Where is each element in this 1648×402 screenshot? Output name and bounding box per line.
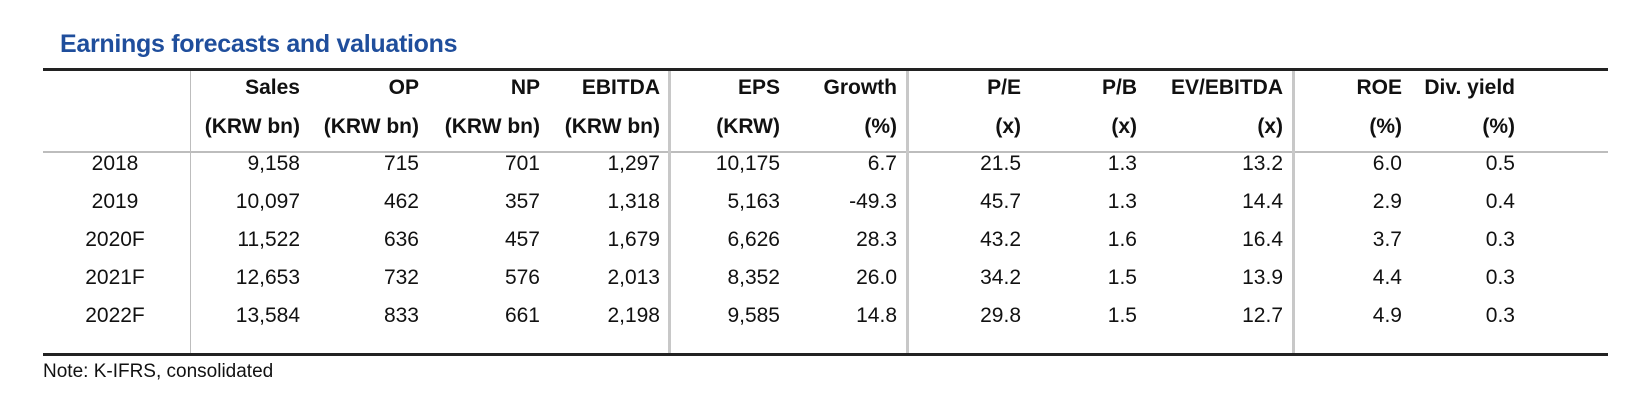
column-header: P/B: [1101, 76, 1137, 99]
table-cell: 576: [504, 266, 540, 289]
table-title: Earnings forecasts and valuations: [60, 30, 458, 58]
table-cell: 10,097: [235, 190, 300, 213]
table-cell: 457: [504, 228, 540, 251]
table-cell: 10,175: [715, 152, 780, 175]
row-year: 2018: [91, 152, 139, 175]
table-cell: 6.7: [867, 152, 897, 175]
table-cell: 636: [383, 228, 419, 251]
table-cell: 16.4: [1242, 228, 1283, 251]
table-cell: 4.4: [1372, 266, 1402, 289]
table-cell: 0.4: [1485, 190, 1515, 213]
table-cell: 4.9: [1372, 304, 1402, 327]
top-rule: [43, 68, 1608, 71]
table-cell: 6,626: [727, 228, 780, 251]
table-cell: 1.3: [1107, 190, 1137, 213]
column-header: Sales: [245, 76, 300, 99]
column-header: Growth: [823, 76, 898, 99]
table-cell: 26.0: [856, 266, 897, 289]
column-header: ROE: [1356, 76, 1402, 99]
header-rule: [43, 151, 1608, 153]
column-header: EV/EBITDA: [1170, 76, 1283, 99]
table-cell: 2.9: [1372, 190, 1402, 213]
column-unit: (KRW): [716, 115, 780, 138]
table-cell: 0.3: [1485, 228, 1515, 251]
table-cell: 661: [504, 304, 540, 327]
table-cell: 1.6: [1107, 228, 1137, 251]
column-unit: (%): [864, 115, 897, 138]
table-cell: 2,198: [607, 304, 660, 327]
table-cell: 34.2: [980, 266, 1021, 289]
row-year: 2020F: [85, 228, 145, 251]
table-cell: 12,653: [235, 266, 300, 289]
table-cell: 715: [383, 152, 419, 175]
table-cell: 21.5: [980, 152, 1021, 175]
column-divider: [1292, 71, 1295, 353]
row-year: 2022F: [85, 304, 145, 327]
bottom-rule: [43, 353, 1608, 356]
table-cell: 29.8: [980, 304, 1021, 327]
table-cell: 1,297: [607, 152, 660, 175]
table-cell: 13.2: [1242, 152, 1283, 175]
table-cell: 357: [504, 190, 540, 213]
table-cell: 0.3: [1485, 266, 1515, 289]
column-header: NP: [510, 76, 540, 99]
table-cell: 8,352: [727, 266, 780, 289]
table-cell: 11,522: [237, 228, 300, 251]
row-year: 2019: [91, 190, 139, 213]
table-cell: 462: [383, 190, 419, 213]
column-unit: (KRW bn): [204, 115, 300, 138]
table-cell: 9,158: [247, 152, 300, 175]
table-cell: 1.3: [1107, 152, 1137, 175]
table-cell: 3.7: [1372, 228, 1402, 251]
table-cell: 14.4: [1242, 190, 1283, 213]
table-note: Note: K-IFRS, consolidated: [43, 361, 274, 382]
column-unit: (%): [1369, 115, 1402, 138]
column-divider: [190, 71, 191, 353]
table-cell: -49.3: [849, 190, 897, 213]
column-header: EPS: [737, 76, 780, 99]
table-cell: 9,585: [727, 304, 780, 327]
column-unit: (%): [1482, 115, 1515, 138]
column-unit: (KRW bn): [564, 115, 660, 138]
table-cell: 1,679: [607, 228, 660, 251]
table-cell: 0.5: [1485, 152, 1515, 175]
column-unit: (KRW bn): [323, 115, 419, 138]
table-cell: 13,584: [235, 304, 300, 327]
table-cell: 833: [383, 304, 419, 327]
table-cell: 2,013: [607, 266, 660, 289]
table-cell: 1.5: [1107, 266, 1137, 289]
table-cell: 28.3: [856, 228, 897, 251]
table-cell: 1,318: [607, 190, 660, 213]
column-header: P/E: [987, 76, 1021, 99]
column-header: Div. yield: [1424, 76, 1515, 99]
table-cell: 12.7: [1242, 304, 1283, 327]
column-header: OP: [388, 76, 419, 99]
column-divider: [668, 71, 671, 353]
row-year: 2021F: [85, 266, 145, 289]
table-cell: 45.7: [980, 190, 1021, 213]
column-unit: (x): [1257, 115, 1283, 138]
column-header: EBITDA: [581, 76, 660, 99]
table-cell: 13.9: [1242, 266, 1283, 289]
table-cell: 43.2: [980, 228, 1021, 251]
table-cell: 701: [504, 152, 540, 175]
column-unit: (x): [995, 115, 1021, 138]
table-cell: 732: [383, 266, 419, 289]
table-cell: 0.3: [1485, 304, 1515, 327]
table-cell: 6.0: [1372, 152, 1402, 175]
column-unit: (x): [1111, 115, 1137, 138]
table-cell: 1.5: [1107, 304, 1137, 327]
table-cell: 5,163: [727, 190, 780, 213]
column-unit: (KRW bn): [444, 115, 540, 138]
column-divider: [906, 71, 909, 353]
table-cell: 14.8: [856, 304, 897, 327]
